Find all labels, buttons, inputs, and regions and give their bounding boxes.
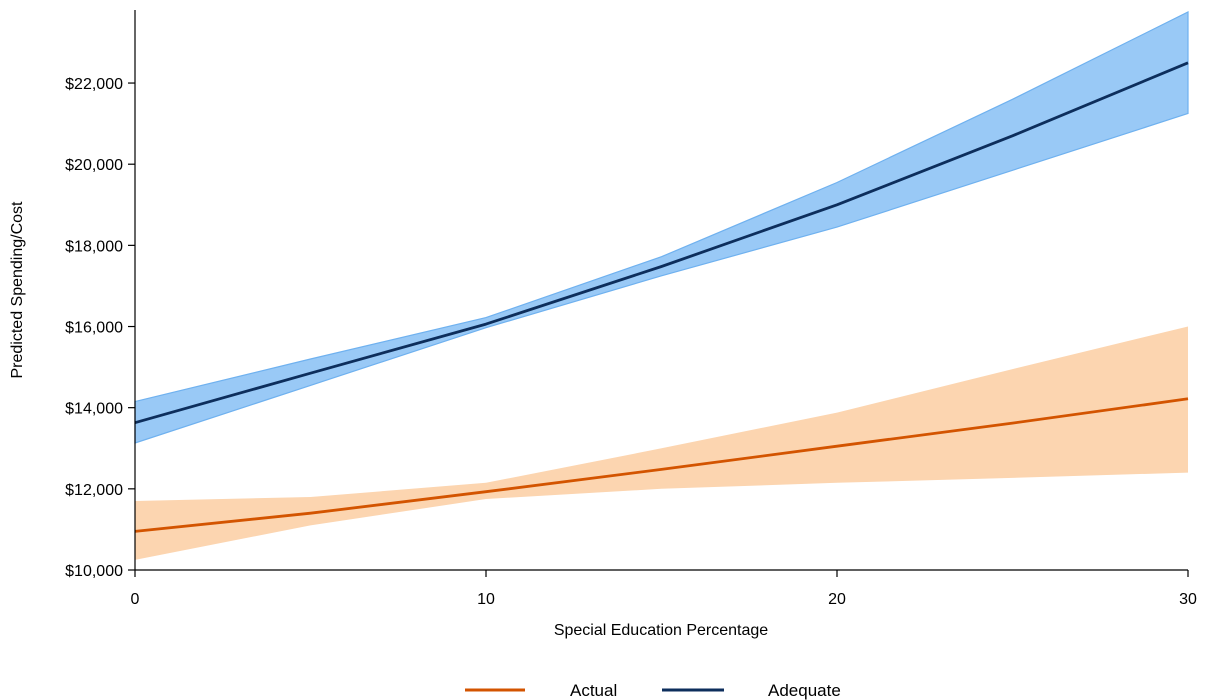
y-tick-label: $16,000 [65,320,123,337]
y-tick-label: $22,000 [65,76,123,93]
actual-line [134,397,1189,533]
x-ticks: 0 10 20 30 [131,570,1197,608]
series-lines [134,61,1189,533]
y-tick-label: $20,000 [65,157,123,174]
y-tick-label: $14,000 [65,401,123,418]
x-tick-label: 0 [131,591,140,608]
adequate-confidence-band [134,11,1189,444]
y-axis-title: Predicted Spending/Cost [9,201,26,379]
x-axis-title: Special Education Percentage [554,622,768,639]
y-ticks: $10,000 $12,000 $14,000 $16,000 $18,000 $20,0… [65,76,135,580]
y-tick-label: $12,000 [65,482,123,499]
y-tick-label: $10,000 [65,563,123,580]
legend-label-adequate: Adequate [768,681,841,700]
legend-label-actual: Actual [570,681,617,700]
x-tick-label: 20 [828,591,846,608]
axes [134,10,1188,571]
x-tick-label: 30 [1179,591,1197,608]
adequate-line [134,61,1189,425]
confidence-bands [134,11,1189,560]
x-tick-label: 10 [477,591,495,608]
y-tick-label: $18,000 [65,238,123,255]
actual-confidence-band [135,326,1188,560]
legend: Actual Adequate [465,681,841,700]
